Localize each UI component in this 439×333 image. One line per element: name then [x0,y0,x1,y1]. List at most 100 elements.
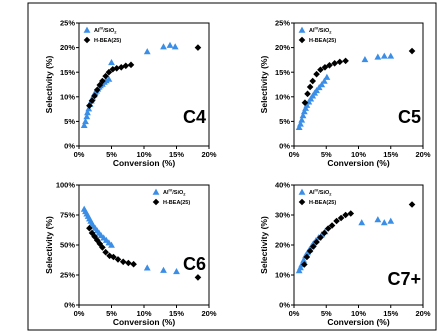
data-point-diamond [93,86,101,94]
series-2 [301,47,416,107]
x-tick-label: 0% [74,309,85,318]
legend-marker [152,198,160,206]
y-axis-label: Selectivity (%) [44,216,54,274]
legend-marker [83,36,91,44]
data-point-diamond [86,224,93,232]
y-tick-label: 10% [60,92,75,101]
data-point-diamond [194,274,202,281]
data-point-diamond [303,253,311,261]
data-point-diamond [324,225,332,232]
y-tick-label: 20% [275,43,290,52]
data-point-diamond [125,259,132,267]
y-tick-label: 25% [275,19,290,28]
chart-panel-3: 0% 5% 10% 15% 20% 0% 25% 50% 75% 100% Conversion (… [44,181,217,327]
y-axis-label: Selectivity (%) [259,56,269,114]
legend: AlIV/SiO2 H-BEA(25) [298,26,336,44]
data-point-triangle [320,77,328,84]
data-point-diamond [102,72,109,80]
data-point-diamond [326,62,333,69]
data-point-triangle [105,75,113,82]
data-point-diamond [321,63,329,71]
y-tick-label: 10% [275,271,290,280]
data-point-diamond [122,62,130,70]
data-point-diamond [86,102,93,109]
x-tick-label: 20% [415,150,430,159]
data-point-triangle [303,101,311,108]
data-point-triangle [108,58,115,66]
panel-label: C7+ [387,269,421,289]
legend-marker [298,188,306,195]
data-point-triangle [300,108,308,115]
legend-entry: AlIV/SiO2 [163,188,186,197]
data-point-triangle [173,268,180,275]
y-tick-label: 0% [64,301,75,310]
series-1 [295,216,395,274]
data-point-diamond [306,83,314,91]
legend: AlIV/SiO2 H-BEA(25) [152,188,190,206]
data-point-diamond [91,92,98,100]
figure-frame [27,2,437,331]
data-point-triangle [295,123,303,131]
data-point-diamond [337,214,345,222]
data-point-triangle [143,264,151,271]
x-tick-label: 5% [106,150,117,159]
panel-label: C6 [183,254,206,274]
chart-panel-1: 0% 5% 10% 15% 20% 0% 5% 10% 15% 20% 25% Conversion … [44,19,217,168]
data-point-triangle [300,256,308,263]
x-tick-label: 20% [415,309,430,318]
series-2 [301,201,416,268]
legend-entry: H-BEA(25) [309,38,336,44]
legend-marker [298,26,306,33]
data-point-diamond [317,234,324,241]
y-tick-label: 25% [60,19,75,28]
data-point-diamond [105,68,113,76]
data-point-diamond [331,60,338,67]
data-point-triangle [358,219,366,226]
y-tick-label: 20% [275,241,290,250]
data-point-diamond [342,211,349,219]
data-point-diamond [347,210,355,217]
y-tick-label: 5% [64,117,75,126]
data-point-diamond [313,238,320,246]
data-point-diamond [114,256,122,263]
data-point-triangle [361,56,369,63]
x-tick-label: 20% [201,150,216,159]
data-point-diamond [99,77,106,85]
data-point-diamond [317,66,324,74]
data-point-diamond [313,70,320,78]
data-point-diamond [194,44,202,51]
x-tick-label: 10% [136,309,151,318]
data-point-diamond [113,64,120,72]
data-point-triangle [323,73,331,80]
data-point-diamond [102,248,109,256]
x-tick-label: 10% [351,309,366,318]
legend-entry: H-BEA(25) [309,200,336,206]
data-point-diamond [333,217,340,225]
data-point-triangle [82,118,89,125]
y-tick-label: 0% [279,142,290,151]
data-point-diamond [106,252,113,260]
data-point-triangle [374,216,382,223]
legend-entry: AlIV/SiO2 [309,26,332,35]
data-point-diamond [110,253,117,261]
x-tick-label: 5% [106,309,117,318]
data-point-diamond [301,261,308,268]
data-point-triangle [80,121,88,129]
data-point-diamond [321,229,328,237]
data-point-triangle [160,266,167,273]
x-tick-label: 15% [383,309,398,318]
x-tick-label: 0% [74,150,85,159]
x-tick-label: 5% [321,309,332,318]
data-point-diamond [119,258,127,266]
data-point-diamond [328,222,336,229]
x-tick-label: 20% [201,309,216,318]
data-point-triangle [387,52,395,59]
y-tick-label: 25% [60,271,75,280]
y-tick-label: 20% [60,43,75,52]
panel-label: C4 [183,107,206,127]
data-point-triangle [297,120,304,127]
series-1 [295,52,395,131]
data-point-diamond [342,57,349,65]
x-tick-label: 15% [169,309,184,318]
